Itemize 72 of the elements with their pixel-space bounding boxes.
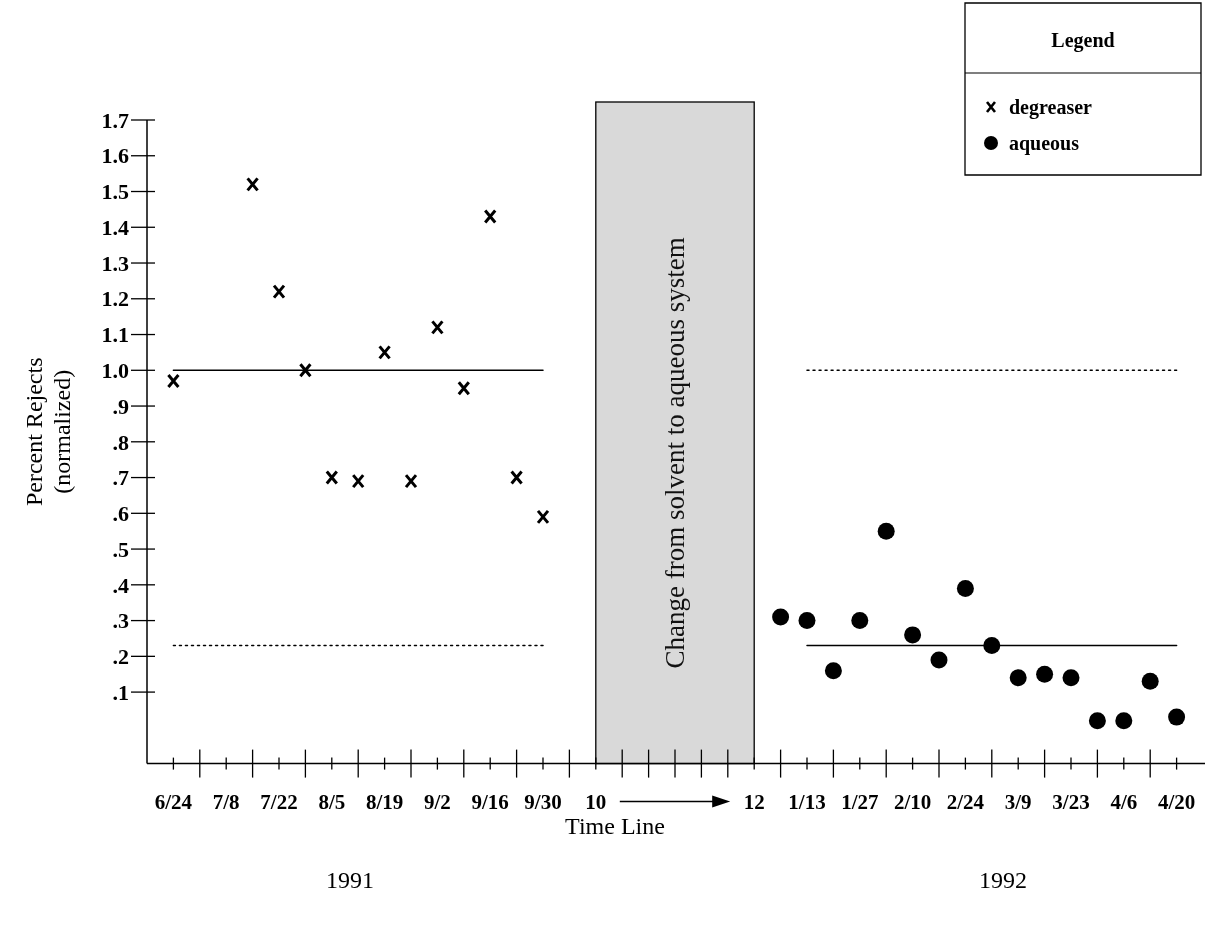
point	[1009, 669, 1027, 687]
x-tick-label: 1/13	[788, 789, 826, 814]
point	[1088, 712, 1106, 730]
x-tick-label: 3/23	[1052, 789, 1090, 814]
x-tick-label: 6/24	[154, 789, 193, 814]
text: 1991	[326, 867, 374, 893]
point	[272, 284, 286, 300]
point	[851, 612, 869, 630]
x-tick-label: 12	[743, 789, 765, 814]
x-tick-label: 4/6	[1110, 789, 1138, 814]
x-tick-label: 9/2	[423, 789, 451, 814]
point	[351, 473, 365, 489]
legend-title: Legend	[1051, 29, 1115, 52]
y-tick-label: .4	[112, 572, 129, 598]
point	[430, 319, 444, 335]
point	[510, 470, 524, 486]
y-tick-label: 1.1	[101, 322, 129, 348]
x-tick-label: 3/9	[1004, 789, 1032, 814]
point	[1141, 672, 1159, 690]
point	[1115, 712, 1133, 730]
point	[1168, 708, 1186, 726]
point	[930, 651, 948, 669]
point	[1062, 669, 1080, 687]
point	[536, 509, 550, 525]
point	[457, 380, 471, 396]
y-tick-label: .5	[112, 536, 129, 562]
point	[404, 473, 418, 489]
x-axis-title: Time Line	[565, 813, 665, 839]
point	[824, 662, 842, 680]
y-tick-label: .3	[112, 608, 129, 634]
y-tick-label: 1.3	[101, 250, 129, 276]
y-tick-label: .7	[112, 465, 129, 491]
y-tick-label: 1.4	[101, 214, 129, 240]
band-label: Change from solvent to aqueous system	[660, 237, 691, 669]
y-tick-label: .2	[112, 644, 129, 670]
x-tick-label: 1/27	[841, 789, 879, 814]
x-tick-label: 2/10	[893, 789, 932, 814]
x-tick-label: 7/8	[212, 789, 240, 814]
x-tick-label: 8/5	[318, 789, 346, 814]
point	[956, 579, 974, 597]
point	[772, 608, 790, 626]
x-tick-label: 2/24	[946, 789, 985, 814]
y-tick-label: 1.6	[101, 143, 129, 169]
point	[904, 626, 922, 644]
point	[246, 176, 260, 192]
point	[798, 612, 816, 630]
point	[483, 209, 497, 225]
y-tick-label: 1.7	[101, 107, 129, 133]
x-tick-label: 9/16	[471, 789, 509, 814]
y-tick-label: .8	[112, 429, 129, 455]
y-tick-label: 1.2	[101, 286, 129, 312]
y-tick-label: .6	[112, 501, 129, 527]
x-tick-label: 8/19	[365, 789, 404, 814]
point	[298, 362, 312, 378]
point	[983, 637, 1001, 655]
x-tick-label: 10	[585, 789, 607, 814]
y-tick-label: 1.5	[101, 179, 129, 205]
legend-label: degreaser	[1009, 96, 1093, 119]
y-axis-title: Percent Rejects (normalized)	[21, 357, 75, 507]
x-tick-label: 4/20	[1157, 789, 1196, 814]
point	[1036, 665, 1054, 683]
x-tick-label: 9/30	[524, 789, 562, 814]
y-tick-label: .9	[112, 393, 129, 419]
point	[378, 344, 392, 360]
point	[877, 522, 895, 540]
text: 1992	[979, 867, 1027, 893]
point	[166, 373, 180, 389]
x-tick-label: 7/22	[260, 789, 298, 814]
point	[325, 470, 339, 486]
y-tick-label: 1.0	[101, 357, 129, 383]
legend-label: aqueous	[1009, 132, 1080, 155]
y-tick-label: .1	[112, 679, 129, 705]
